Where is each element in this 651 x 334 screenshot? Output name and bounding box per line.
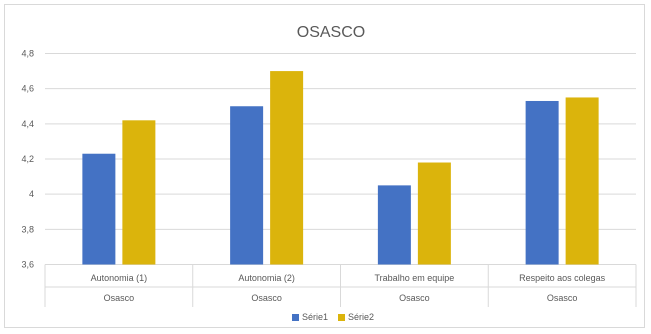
y-tick-label: 3,6 [21, 260, 34, 270]
group-label: Osasco [104, 293, 135, 303]
category-label: Respeito aos colegas [519, 273, 606, 283]
y-tick-label: 4,4 [21, 119, 34, 129]
bar-Série2-1 [122, 120, 156, 265]
legend-swatch [338, 314, 345, 321]
bar-Série2-2 [270, 71, 304, 265]
category-label: Autonomia (1) [91, 273, 148, 283]
category-label: Trabalho em equipe [375, 273, 455, 283]
bar-Série1-2 [230, 106, 264, 265]
group-label: Osasco [251, 293, 282, 303]
bar-Série2-4 [565, 97, 599, 265]
bar-Série2-3 [417, 162, 451, 265]
legend-label: Série1 [302, 312, 328, 322]
bar-Série1-3 [377, 185, 411, 265]
group-label: Osasco [547, 293, 578, 303]
group-label: Osasco [399, 293, 430, 303]
chart-title: OSASCO [297, 24, 365, 41]
y-tick-label: 4,6 [21, 84, 34, 94]
bar-Série1-4 [525, 100, 559, 265]
y-tick-label: 4,8 [21, 49, 34, 59]
category-label: Autonomia (2) [238, 273, 295, 283]
bar-Série1-1 [82, 153, 116, 265]
y-tick-label: 4 [29, 189, 34, 199]
y-tick-label: 3,8 [21, 224, 34, 234]
legend-label: Série2 [348, 312, 374, 322]
y-tick-label: 4,2 [21, 154, 34, 164]
legend-swatch [292, 314, 299, 321]
